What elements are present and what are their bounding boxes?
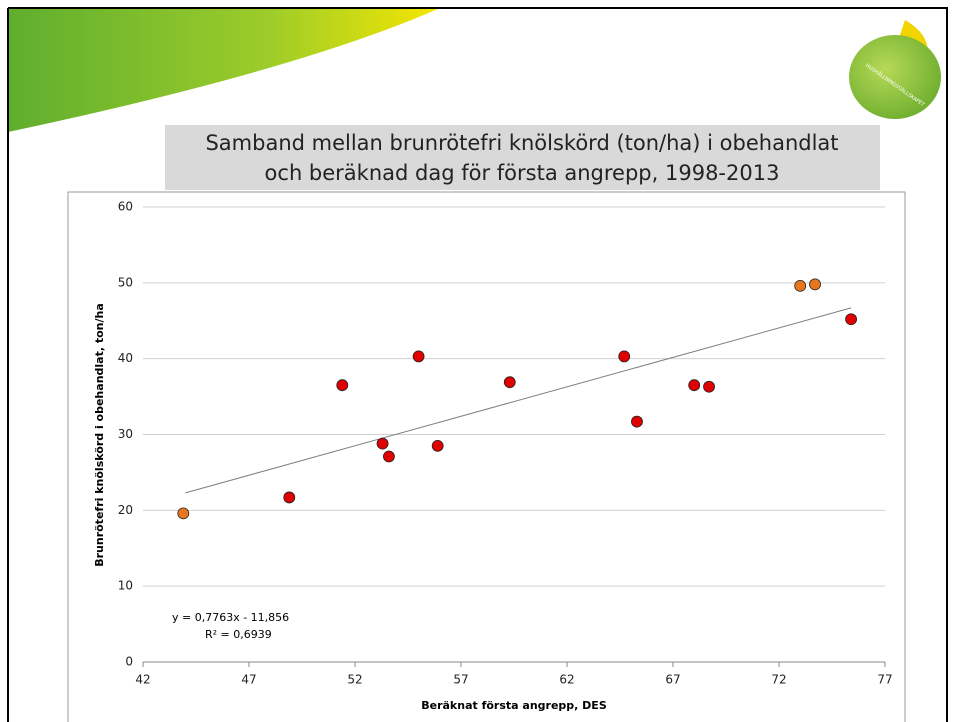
chart-title: och beräknad dag för första angrepp, 199…	[265, 161, 780, 185]
swoosh	[8, 8, 440, 132]
x-tick-label: 52	[347, 673, 362, 687]
x-tick-label: 62	[559, 673, 574, 687]
point	[618, 350, 631, 363]
y-tick-label: 50	[118, 275, 133, 289]
logo: HUSHÅLLNINGSSÄLLSKAPET	[849, 20, 941, 119]
point	[503, 376, 516, 389]
x-tick-label: 72	[771, 673, 786, 687]
point	[383, 450, 395, 463]
x-tick-label: 77	[877, 673, 892, 687]
point	[688, 379, 701, 392]
y-tick-label: 20	[118, 503, 133, 517]
point	[336, 379, 349, 392]
slide-border	[7, 7, 948, 722]
chart-title: Samband mellan brunrötefri knölskörd (to…	[205, 131, 838, 155]
x-tick-label: 57	[453, 673, 468, 687]
point	[431, 439, 444, 452]
chart-frame	[67, 191, 906, 722]
point	[794, 279, 807, 292]
title-box	[165, 125, 880, 190]
x-tick-label: 67	[665, 673, 680, 687]
y-axis-label: Brunrötefri knölskörd i obehandlat, ton/…	[93, 303, 106, 567]
y-tick-label: 10	[118, 579, 133, 593]
annotation: R² = 0,6939	[205, 628, 272, 641]
y-tick-label: 30	[118, 427, 133, 441]
point	[177, 507, 190, 520]
point	[845, 313, 857, 326]
y-tick-label: 40	[118, 351, 133, 365]
annotation: y = 0,7763x - 11,856	[172, 611, 289, 624]
point	[376, 437, 389, 450]
point	[809, 278, 821, 291]
point	[283, 491, 296, 504]
point	[703, 380, 715, 393]
y-tick-label: 60	[118, 200, 133, 214]
trendline	[185, 307, 852, 494]
point	[631, 415, 643, 428]
x-axis-label: Beräknat första angrepp, DES	[421, 699, 607, 712]
x-tick-label: 42	[135, 673, 150, 687]
point	[412, 350, 425, 363]
y-tick-label: 0	[125, 655, 133, 669]
x-tick-label: 47	[241, 673, 256, 687]
